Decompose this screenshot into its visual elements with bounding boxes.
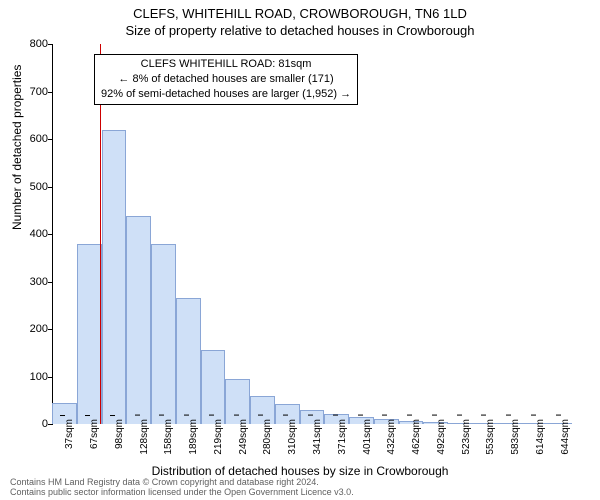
x-tick: 523sqm bbox=[461, 419, 472, 455]
attribution-line-2: Contains public sector information licen… bbox=[10, 488, 354, 498]
x-tick: 67sqm bbox=[89, 419, 100, 449]
x-tick: 462sqm bbox=[411, 419, 422, 455]
y-tick: 100 bbox=[16, 371, 48, 383]
x-tick: 249sqm bbox=[238, 419, 249, 455]
x-tick: 219sqm bbox=[213, 419, 224, 455]
x-tick: 401sqm bbox=[362, 419, 373, 455]
x-tick: 158sqm bbox=[163, 419, 174, 455]
y-tick: 800 bbox=[16, 38, 48, 50]
x-tick: 644sqm bbox=[560, 419, 571, 455]
y-tick: 300 bbox=[16, 276, 48, 288]
x-axis-label: Distribution of detached houses by size … bbox=[0, 464, 600, 478]
x-tick: 371sqm bbox=[337, 419, 348, 455]
y-tick: 200 bbox=[16, 323, 48, 335]
annotation-line: CLEFS WHITEHILL ROAD: 81sqm bbox=[101, 57, 351, 72]
x-tick: 553sqm bbox=[485, 419, 496, 455]
chart-title-line-1: CLEFS, WHITEHILL ROAD, CROWBOROUGH, TN6 … bbox=[0, 0, 600, 21]
histogram-bar bbox=[225, 379, 250, 424]
y-tick: 700 bbox=[16, 86, 48, 98]
histogram-bar bbox=[201, 350, 226, 424]
x-tick: 98sqm bbox=[114, 419, 125, 449]
histogram-bar bbox=[151, 244, 176, 425]
annotation-line: 92% of semi-detached houses are larger (… bbox=[101, 87, 351, 102]
x-tick: 432sqm bbox=[386, 419, 397, 455]
y-tick: 500 bbox=[16, 181, 48, 193]
y-tick: 400 bbox=[16, 228, 48, 240]
x-tick: 341sqm bbox=[312, 419, 323, 455]
annotation-line: ← 8% of detached houses are smaller (171… bbox=[101, 72, 351, 87]
chart-area: 010020030040050060070080037sqm67sqm98sqm… bbox=[52, 44, 572, 424]
x-tick: 280sqm bbox=[262, 419, 273, 455]
attribution-text: Contains HM Land Registry data © Crown c… bbox=[10, 478, 354, 498]
x-tick: 310sqm bbox=[287, 419, 298, 455]
histogram-bar bbox=[102, 130, 127, 425]
histogram-bar bbox=[77, 244, 102, 425]
x-tick: 128sqm bbox=[139, 419, 150, 455]
x-tick: 189sqm bbox=[188, 419, 199, 455]
chart-title-line-2: Size of property relative to detached ho… bbox=[0, 21, 600, 38]
x-tick: 614sqm bbox=[535, 419, 546, 455]
annotation-box: CLEFS WHITEHILL ROAD: 81sqm← 8% of detac… bbox=[94, 54, 358, 105]
histogram-bar bbox=[126, 216, 151, 424]
y-tick: 0 bbox=[16, 418, 48, 430]
histogram-bar bbox=[176, 298, 201, 424]
x-tick: 583sqm bbox=[510, 419, 521, 455]
x-tick: 492sqm bbox=[436, 419, 447, 455]
plot-region: 010020030040050060070080037sqm67sqm98sqm… bbox=[52, 44, 572, 424]
x-tick: 37sqm bbox=[64, 419, 75, 449]
y-tick: 600 bbox=[16, 133, 48, 145]
